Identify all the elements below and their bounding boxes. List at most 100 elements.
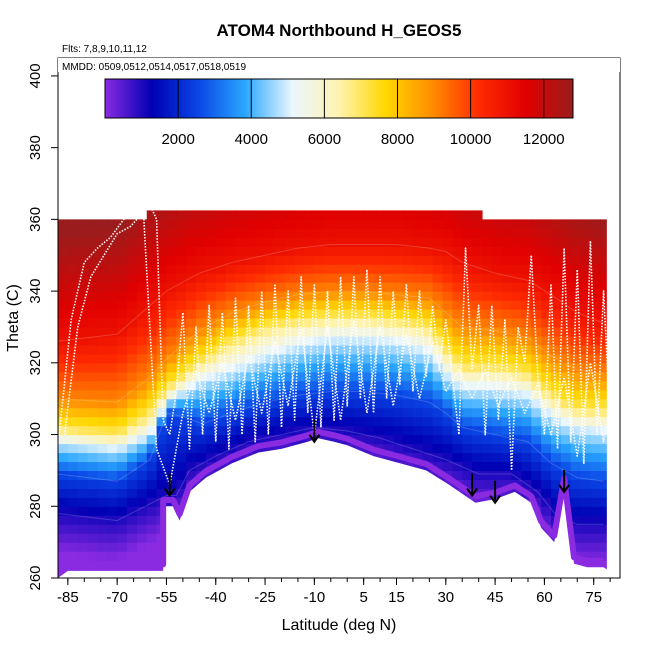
field-cell xyxy=(580,335,592,346)
field-cell xyxy=(117,515,128,525)
field-cell xyxy=(186,326,197,337)
field-cell xyxy=(67,228,79,238)
field-cell xyxy=(393,228,404,238)
field-cell xyxy=(77,443,89,454)
field-cell xyxy=(343,246,355,256)
field-cell xyxy=(156,300,168,310)
field-cell xyxy=(97,228,108,238)
field-cell xyxy=(136,282,148,292)
field-cell xyxy=(590,246,601,256)
field-cell xyxy=(166,461,177,472)
field-cell xyxy=(491,344,503,355)
field-cell xyxy=(531,416,542,427)
field-cell xyxy=(452,461,463,472)
field-cell xyxy=(511,452,523,463)
field-cell xyxy=(136,389,148,400)
field-cell xyxy=(521,228,532,238)
field-cell xyxy=(294,237,306,247)
field-cell xyxy=(127,362,138,373)
field-cell xyxy=(274,344,286,355)
field-cell xyxy=(383,398,394,409)
field-cell xyxy=(166,362,177,373)
field-cell xyxy=(67,264,79,274)
field-cell xyxy=(205,210,217,220)
field-cell xyxy=(462,318,473,328)
field-cell xyxy=(136,291,148,301)
field-cell xyxy=(67,452,79,463)
field-cell xyxy=(97,515,108,525)
colorbar-panel xyxy=(58,58,620,72)
field-cell xyxy=(570,264,582,274)
field-cell xyxy=(501,282,513,292)
field-cell xyxy=(412,353,424,364)
field-cell xyxy=(117,389,128,400)
field-cell xyxy=(225,425,237,436)
field-cell xyxy=(215,210,227,220)
field-cell xyxy=(462,461,473,472)
field-cell xyxy=(245,434,256,445)
field-cell xyxy=(383,291,394,301)
field-cell xyxy=(541,228,552,238)
field-cell xyxy=(107,300,118,310)
field-cell xyxy=(432,362,444,373)
field-cell xyxy=(472,353,483,364)
field-cell xyxy=(541,282,552,292)
field-cell xyxy=(324,362,335,373)
field-cell xyxy=(383,246,394,256)
field-cell xyxy=(452,282,463,292)
field-cell xyxy=(541,344,552,355)
field-cell xyxy=(481,309,493,319)
field-cell xyxy=(127,264,138,274)
field-cell xyxy=(324,380,335,391)
field-cell xyxy=(501,264,513,274)
field-cell xyxy=(491,434,503,445)
field-cell xyxy=(107,542,118,552)
field-cell xyxy=(442,353,453,364)
field-cell xyxy=(97,416,108,427)
field-cell xyxy=(136,335,148,346)
field-cell xyxy=(422,380,434,391)
field-cell xyxy=(550,371,562,382)
field-cell xyxy=(521,353,532,364)
field-cell xyxy=(274,237,286,247)
field-cell xyxy=(77,309,89,319)
field-cell xyxy=(97,326,108,337)
field-cell xyxy=(284,407,296,418)
field-cell xyxy=(215,318,227,328)
field-cell xyxy=(343,416,355,427)
field-cell xyxy=(274,273,286,283)
field-cell xyxy=(422,255,434,265)
field-cell xyxy=(156,344,168,355)
field-cell xyxy=(58,300,69,310)
field-cell xyxy=(363,255,375,265)
field-cell xyxy=(550,335,562,346)
field-cell xyxy=(255,380,266,391)
field-cell xyxy=(550,362,562,373)
field-cell xyxy=(560,255,572,265)
field-cell xyxy=(570,470,582,480)
field-cell xyxy=(67,389,79,400)
field-cell xyxy=(334,282,345,292)
field-cell xyxy=(274,443,286,454)
field-cell xyxy=(127,515,138,525)
field-cell xyxy=(501,443,513,454)
sonde-arrow xyxy=(308,419,321,444)
field-cell xyxy=(412,219,424,229)
field-cell xyxy=(334,380,345,391)
field-cell xyxy=(77,524,89,534)
field-cell xyxy=(77,506,89,516)
field-cell xyxy=(491,237,503,247)
field-cell xyxy=(393,255,404,265)
field-cell xyxy=(284,210,296,220)
field-cell xyxy=(590,434,601,445)
field-cell xyxy=(196,291,207,301)
field-cell xyxy=(67,300,79,310)
field-cell xyxy=(294,291,306,301)
field-cell xyxy=(334,210,345,220)
field-cell xyxy=(570,398,582,409)
field-cell xyxy=(472,398,483,409)
field-cell xyxy=(304,291,315,301)
flight-track xyxy=(58,204,618,472)
field-cell xyxy=(353,273,365,283)
field-cell xyxy=(265,398,276,409)
